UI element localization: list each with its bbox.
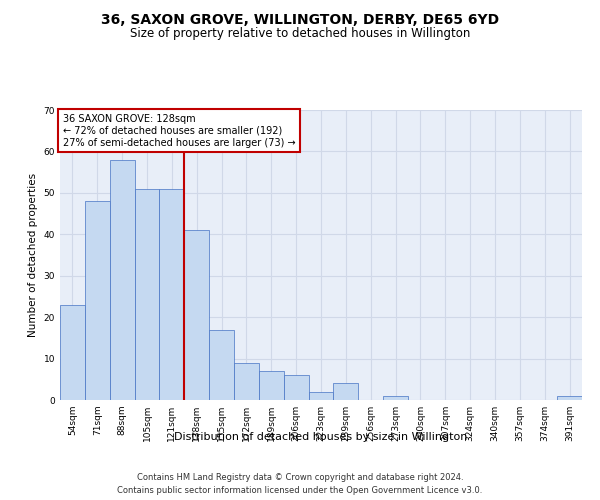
Bar	[209, 330, 234, 400]
Text: Contains HM Land Registry data © Crown copyright and database right 2024.
Contai: Contains HM Land Registry data © Crown c…	[118, 474, 482, 495]
Bar	[60, 304, 85, 400]
Bar	[383, 396, 408, 400]
Bar	[85, 201, 110, 400]
Y-axis label: Number of detached properties: Number of detached properties	[28, 173, 38, 337]
Bar	[110, 160, 134, 400]
Text: 36, SAXON GROVE, WILLINGTON, DERBY, DE65 6YD: 36, SAXON GROVE, WILLINGTON, DERBY, DE65…	[101, 12, 499, 26]
Bar	[184, 230, 209, 400]
Bar	[234, 362, 259, 400]
Bar	[134, 188, 160, 400]
Bar	[284, 375, 308, 400]
Bar	[308, 392, 334, 400]
Text: Size of property relative to detached houses in Willington: Size of property relative to detached ho…	[130, 28, 470, 40]
Text: 36 SAXON GROVE: 128sqm
← 72% of detached houses are smaller (192)
27% of semi-de: 36 SAXON GROVE: 128sqm ← 72% of detached…	[62, 114, 295, 148]
Bar	[557, 396, 582, 400]
Bar	[259, 371, 284, 400]
Text: Distribution of detached houses by size in Willington: Distribution of detached houses by size …	[175, 432, 467, 442]
Bar	[160, 188, 184, 400]
Bar	[334, 384, 358, 400]
